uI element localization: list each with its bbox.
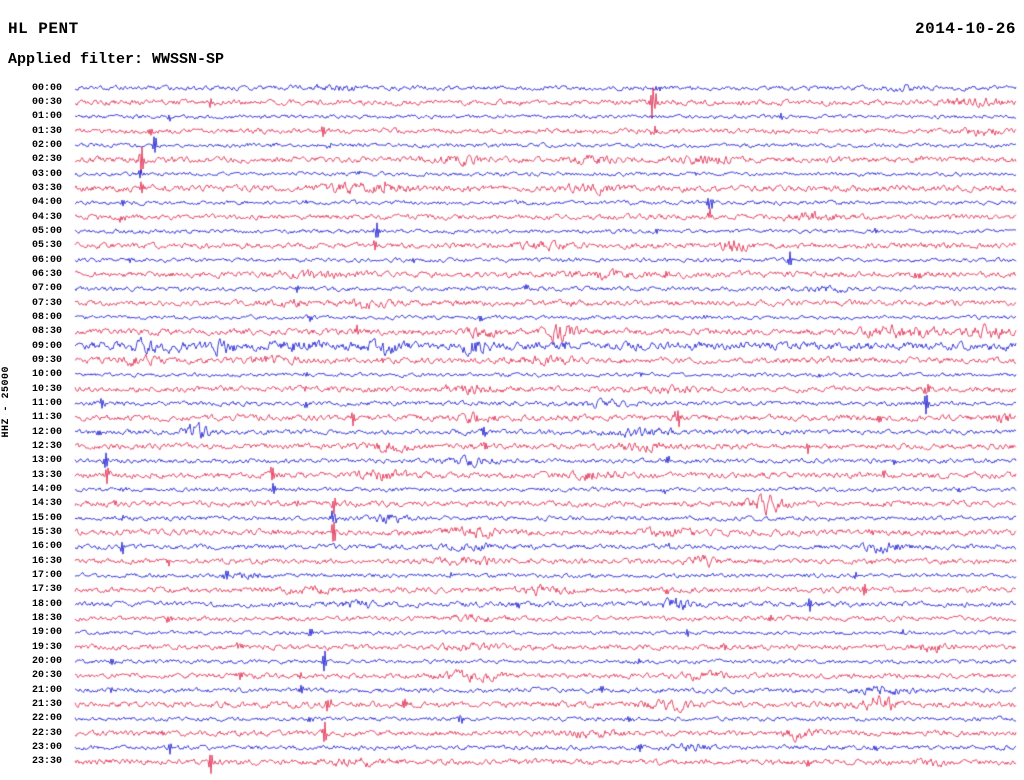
time-label: 06:00	[31, 254, 62, 266]
time-label: 13:00	[31, 455, 62, 467]
time-label: 15:00	[31, 512, 62, 524]
filter-label: Applied filter: WWSSN-SP	[8, 51, 225, 68]
time-label: 20:30	[31, 670, 62, 682]
time-label: 02:30	[31, 154, 62, 166]
time-label: 05:00	[31, 225, 62, 237]
time-label: 10:30	[31, 383, 62, 395]
time-label: 21:30	[31, 699, 62, 711]
date-label: 2014-10-26	[914, 20, 1016, 38]
time-label: 18:00	[31, 598, 62, 610]
time-label: 09:00	[31, 340, 62, 352]
station-label: HL PENT	[8, 20, 79, 38]
time-label: 01:00	[31, 111, 62, 123]
time-label: 02:00	[31, 139, 62, 151]
time-label: 12:30	[31, 441, 62, 452]
time-label: 11:30	[31, 412, 62, 424]
time-label: 10:00	[31, 369, 62, 381]
time-label: 22:00	[31, 713, 62, 725]
time-label: 11:00	[31, 397, 62, 409]
time-label: 00:00	[31, 82, 62, 94]
time-label: 03:30	[31, 182, 62, 194]
time-label: 14:30	[31, 498, 62, 510]
time-label: 23:00	[31, 742, 62, 754]
time-label: 00:30	[31, 96, 62, 108]
time-label: 18:30	[31, 613, 62, 625]
time-label: 08:00	[31, 311, 62, 323]
time-label: 07:00	[31, 283, 62, 295]
time-label: 23:30	[31, 756, 62, 768]
time-label: 07:30	[31, 297, 62, 309]
time-label: 19:30	[31, 641, 62, 653]
time-label: 14:00	[31, 484, 62, 496]
time-label: 13:30	[31, 469, 62, 481]
time-label: 06:30	[31, 268, 62, 280]
time-label: 15:30	[31, 527, 62, 539]
channel-scale-label: HHZ - 25000	[1, 366, 12, 438]
time-label: 12:00	[31, 426, 62, 438]
time-label: 08:30	[31, 326, 62, 338]
time-label: 16:30	[31, 555, 62, 567]
time-label: 05:30	[31, 240, 62, 252]
time-label: 19:00	[31, 627, 62, 639]
time-label: 16:00	[31, 541, 62, 553]
time-label: 20:00	[31, 656, 62, 668]
time-label: 22:30	[31, 727, 62, 739]
time-label: 09:30	[31, 354, 62, 366]
time-label: 01:30	[31, 125, 62, 137]
time-label: 04:00	[31, 197, 62, 209]
time-label: 21:00	[31, 684, 62, 696]
time-label: 17:30	[31, 584, 62, 596]
time-label: 04:30	[31, 211, 62, 223]
time-label: 03:00	[31, 168, 62, 180]
time-label: 17:00	[31, 570, 62, 582]
